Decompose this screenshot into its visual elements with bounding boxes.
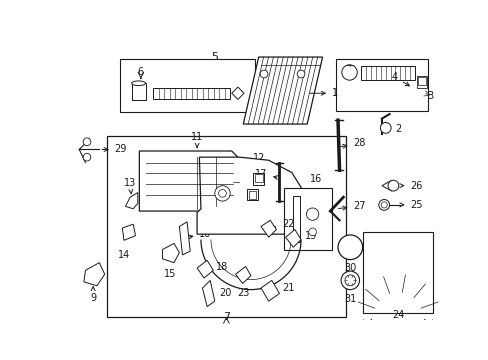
Polygon shape <box>235 266 250 283</box>
Bar <box>335 59 427 111</box>
Circle shape <box>260 70 267 78</box>
Polygon shape <box>179 222 190 255</box>
Polygon shape <box>162 243 179 263</box>
Text: 21: 21 <box>270 283 294 293</box>
Text: 28: 28 <box>340 138 365 148</box>
Text: 9: 9 <box>90 287 96 303</box>
Bar <box>416 76 427 88</box>
Polygon shape <box>285 230 301 247</box>
Text: 25: 25 <box>399 200 422 210</box>
Text: 17: 17 <box>254 169 277 179</box>
Polygon shape <box>125 193 138 209</box>
Text: 30: 30 <box>344 263 356 273</box>
Circle shape <box>344 275 355 286</box>
Polygon shape <box>122 224 135 240</box>
Circle shape <box>341 65 357 80</box>
Circle shape <box>306 208 318 220</box>
Text: 16: 16 <box>310 174 322 184</box>
Bar <box>153 88 230 99</box>
Bar <box>120 59 254 112</box>
Polygon shape <box>197 157 308 234</box>
Text: 7: 7 <box>223 312 229 322</box>
Polygon shape <box>261 220 276 237</box>
Polygon shape <box>84 263 104 286</box>
Text: 29: 29 <box>102 144 127 154</box>
Text: 11: 11 <box>191 132 203 148</box>
Text: 2: 2 <box>394 125 401 134</box>
Text: 4: 4 <box>391 72 408 86</box>
Circle shape <box>308 228 316 236</box>
Text: 15: 15 <box>163 269 176 279</box>
Text: 27: 27 <box>338 202 365 211</box>
Polygon shape <box>202 280 214 306</box>
Circle shape <box>380 122 390 133</box>
Circle shape <box>214 186 230 201</box>
Text: 1: 1 <box>309 88 337 98</box>
Text: 26: 26 <box>399 181 422 191</box>
Polygon shape <box>293 195 299 242</box>
Polygon shape <box>261 280 279 301</box>
Text: 3: 3 <box>427 91 432 100</box>
Text: 6: 6 <box>138 67 143 77</box>
Bar <box>254 174 262 182</box>
Text: 19: 19 <box>294 231 317 241</box>
Bar <box>131 83 145 100</box>
Circle shape <box>387 180 398 191</box>
Text: 31: 31 <box>344 294 356 304</box>
Text: 12: 12 <box>252 153 264 169</box>
Bar <box>284 188 331 249</box>
Bar <box>362 232 432 313</box>
Bar <box>246 189 257 200</box>
Text: 20: 20 <box>208 288 231 298</box>
Bar <box>417 77 425 85</box>
Bar <box>248 191 256 199</box>
Polygon shape <box>381 180 391 191</box>
Circle shape <box>337 235 362 260</box>
Circle shape <box>297 70 305 78</box>
Text: 22: 22 <box>270 219 294 229</box>
Text: 14: 14 <box>118 249 130 260</box>
Bar <box>107 136 345 316</box>
Text: 24: 24 <box>391 310 404 320</box>
Text: 23: 23 <box>237 288 249 298</box>
Circle shape <box>380 202 386 208</box>
Text: 8: 8 <box>249 172 255 188</box>
Text: 13: 13 <box>124 178 136 194</box>
Polygon shape <box>139 151 239 211</box>
Circle shape <box>378 199 389 210</box>
Circle shape <box>341 271 359 289</box>
Text: 18: 18 <box>205 261 228 271</box>
Text: 5: 5 <box>211 53 218 62</box>
Text: 10: 10 <box>188 229 211 239</box>
Polygon shape <box>231 87 244 99</box>
Bar <box>360 66 414 80</box>
Circle shape <box>83 138 91 145</box>
Polygon shape <box>243 57 322 124</box>
Circle shape <box>83 153 91 161</box>
Polygon shape <box>197 260 213 278</box>
Ellipse shape <box>131 81 145 86</box>
Circle shape <box>218 189 226 197</box>
Bar <box>253 172 264 185</box>
